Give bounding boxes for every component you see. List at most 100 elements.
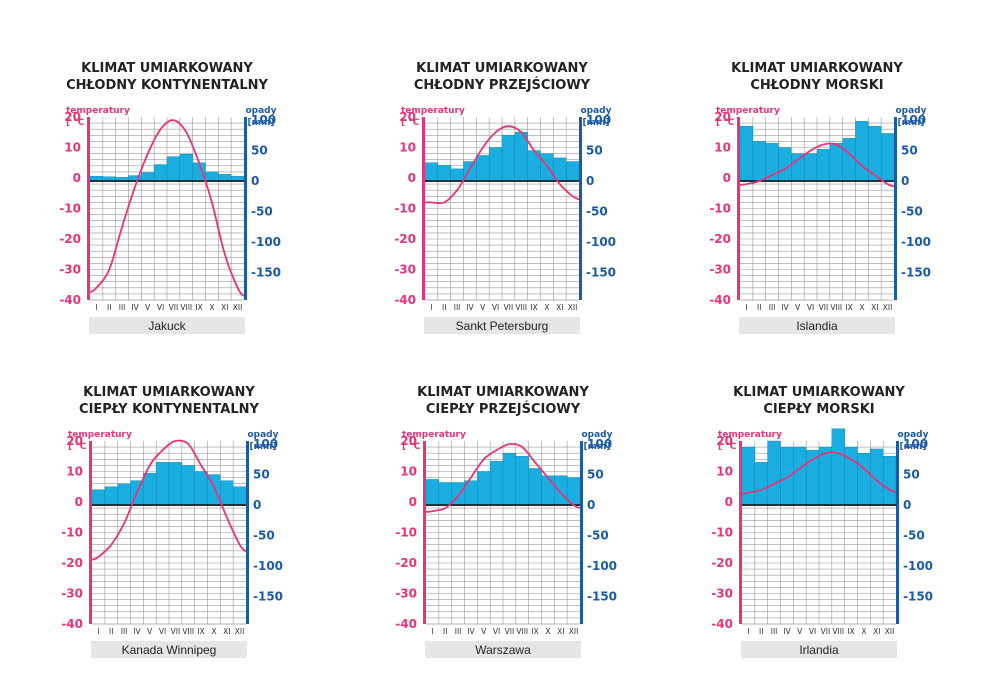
precipitation-tick-label: 100 <box>251 113 276 127</box>
precipitation-tick-label: 50 <box>901 144 918 158</box>
precipitation-tick-label: 0 <box>251 174 259 188</box>
precipitation-tick-label: -100 <box>253 559 283 573</box>
month-label: IX <box>847 627 854 636</box>
month-label: IV <box>783 627 791 636</box>
month-label: XII <box>568 303 578 312</box>
temperature-tick-label: -30 <box>61 587 83 601</box>
precipitation-unit-label: opady <box>897 430 928 440</box>
precipitation-axis <box>896 441 899 624</box>
precip-bar-XI <box>218 174 232 182</box>
temperature-unit-label: temperatury <box>402 430 466 440</box>
station-label-bg <box>739 317 895 334</box>
temperature-tick-label: -30 <box>394 263 416 277</box>
station-label: Islandia <box>796 319 838 333</box>
temperature-tick-label: 20 <box>716 434 733 448</box>
station-label-bg <box>741 641 897 658</box>
precip-bar-XII <box>565 161 580 182</box>
month-label: VIII <box>515 303 527 312</box>
precip-bar-X <box>540 153 554 182</box>
month-label: VII <box>819 303 829 312</box>
temperature-tick-label: -20 <box>59 232 81 246</box>
station-label-bg <box>425 641 581 658</box>
precipitation-unit-label: [mm] <box>583 118 610 128</box>
precip-bar-VIII <box>179 154 193 182</box>
month-label: XI <box>557 627 564 636</box>
temperature-tick-label: -20 <box>61 556 83 570</box>
precipitation-unit-label: [mm] <box>584 442 611 452</box>
precip-bar-VIII <box>829 143 843 182</box>
temperature-tick-label: 0 <box>73 171 81 185</box>
precipitation-unit-label: [mm] <box>248 118 275 128</box>
month-label: XI <box>873 627 880 636</box>
precip-bar-VIII <box>515 456 529 506</box>
station-label: Jakuck <box>148 319 186 333</box>
precipitation-tick-label: -100 <box>903 559 933 573</box>
month-label: VIII <box>516 627 528 636</box>
precip-bar-X <box>205 171 219 182</box>
month-label: VI <box>493 627 500 636</box>
precipitation-tick-label: -150 <box>903 590 933 604</box>
precipitation-tick-label: -150 <box>586 266 616 280</box>
precip-bar-V <box>141 172 155 182</box>
chart-title: KLIMAT UMIARKOWANY <box>731 61 903 76</box>
temperature-line <box>741 451 897 495</box>
precipitation-unit-label: opady <box>247 430 278 440</box>
precip-bar-VIII <box>181 465 195 506</box>
month-label: V <box>481 627 487 636</box>
precip-bar-VII <box>816 149 831 182</box>
temperature-tick-label: -20 <box>394 232 416 246</box>
temperature-tick-label: 10 <box>66 465 83 479</box>
month-label: VIII <box>832 627 844 636</box>
month-label: IV <box>467 627 475 636</box>
temperature-tick-label: -40 <box>395 617 417 631</box>
month-label: I <box>95 303 97 312</box>
month-label: XI <box>871 303 878 312</box>
month-label: II <box>759 627 763 636</box>
precipitation-unit-label: [mm] <box>250 442 277 452</box>
precip-bar-XII <box>880 133 895 182</box>
precip-bar-III <box>117 483 131 506</box>
month-label: I <box>430 303 432 312</box>
month-label: IV <box>133 627 141 636</box>
precipitation-tick-label: -50 <box>586 205 608 219</box>
precipitation-unit-label: [mm] <box>900 442 927 452</box>
precip-bar-IX <box>192 162 206 182</box>
temperature-unit-label: temperatury <box>716 106 780 116</box>
month-label: II <box>757 303 761 312</box>
temperature-tick-label: -40 <box>711 617 733 631</box>
temperature-tick-label: -40 <box>709 293 731 307</box>
precipitation-tick-label: 0 <box>587 498 595 512</box>
temperature-tick-label: -10 <box>61 526 83 540</box>
precipitation-axis <box>244 117 247 300</box>
precipitation-tick-label: 50 <box>903 468 920 482</box>
precipitation-unit-label: opady <box>580 106 611 116</box>
month-label: IX <box>531 627 538 636</box>
temperature-tick-label: -40 <box>61 617 83 631</box>
temperature-axis <box>737 117 740 300</box>
month-label: X <box>861 627 866 636</box>
precip-bar-VII <box>166 156 181 182</box>
month-label: II <box>107 303 111 312</box>
month-label: II <box>442 303 446 312</box>
precip-bar-XII <box>232 486 247 506</box>
precipitation-tick-label: -100 <box>587 559 617 573</box>
precip-bar-I <box>739 125 754 182</box>
precip-bar-V <box>143 473 157 506</box>
temperature-tick-label: -40 <box>394 293 416 307</box>
month-label: VII <box>169 303 179 312</box>
month-label: IX <box>197 627 204 636</box>
chart-title: CHŁODNY PRZEJŚCIOWY <box>414 77 591 93</box>
precipitation-axis <box>246 441 249 624</box>
month-label: III <box>454 303 461 312</box>
precipitation-tick-label: 100 <box>253 437 278 451</box>
month-label: VIII <box>180 303 192 312</box>
month-label: VI <box>159 627 166 636</box>
station-label: Sankt Petersburg <box>456 319 549 333</box>
month-label: XI <box>556 303 563 312</box>
month-label: X <box>859 303 864 312</box>
temperature-axis <box>87 117 90 300</box>
precip-bar-VI <box>489 460 504 506</box>
precip-bar-VI <box>803 153 818 182</box>
